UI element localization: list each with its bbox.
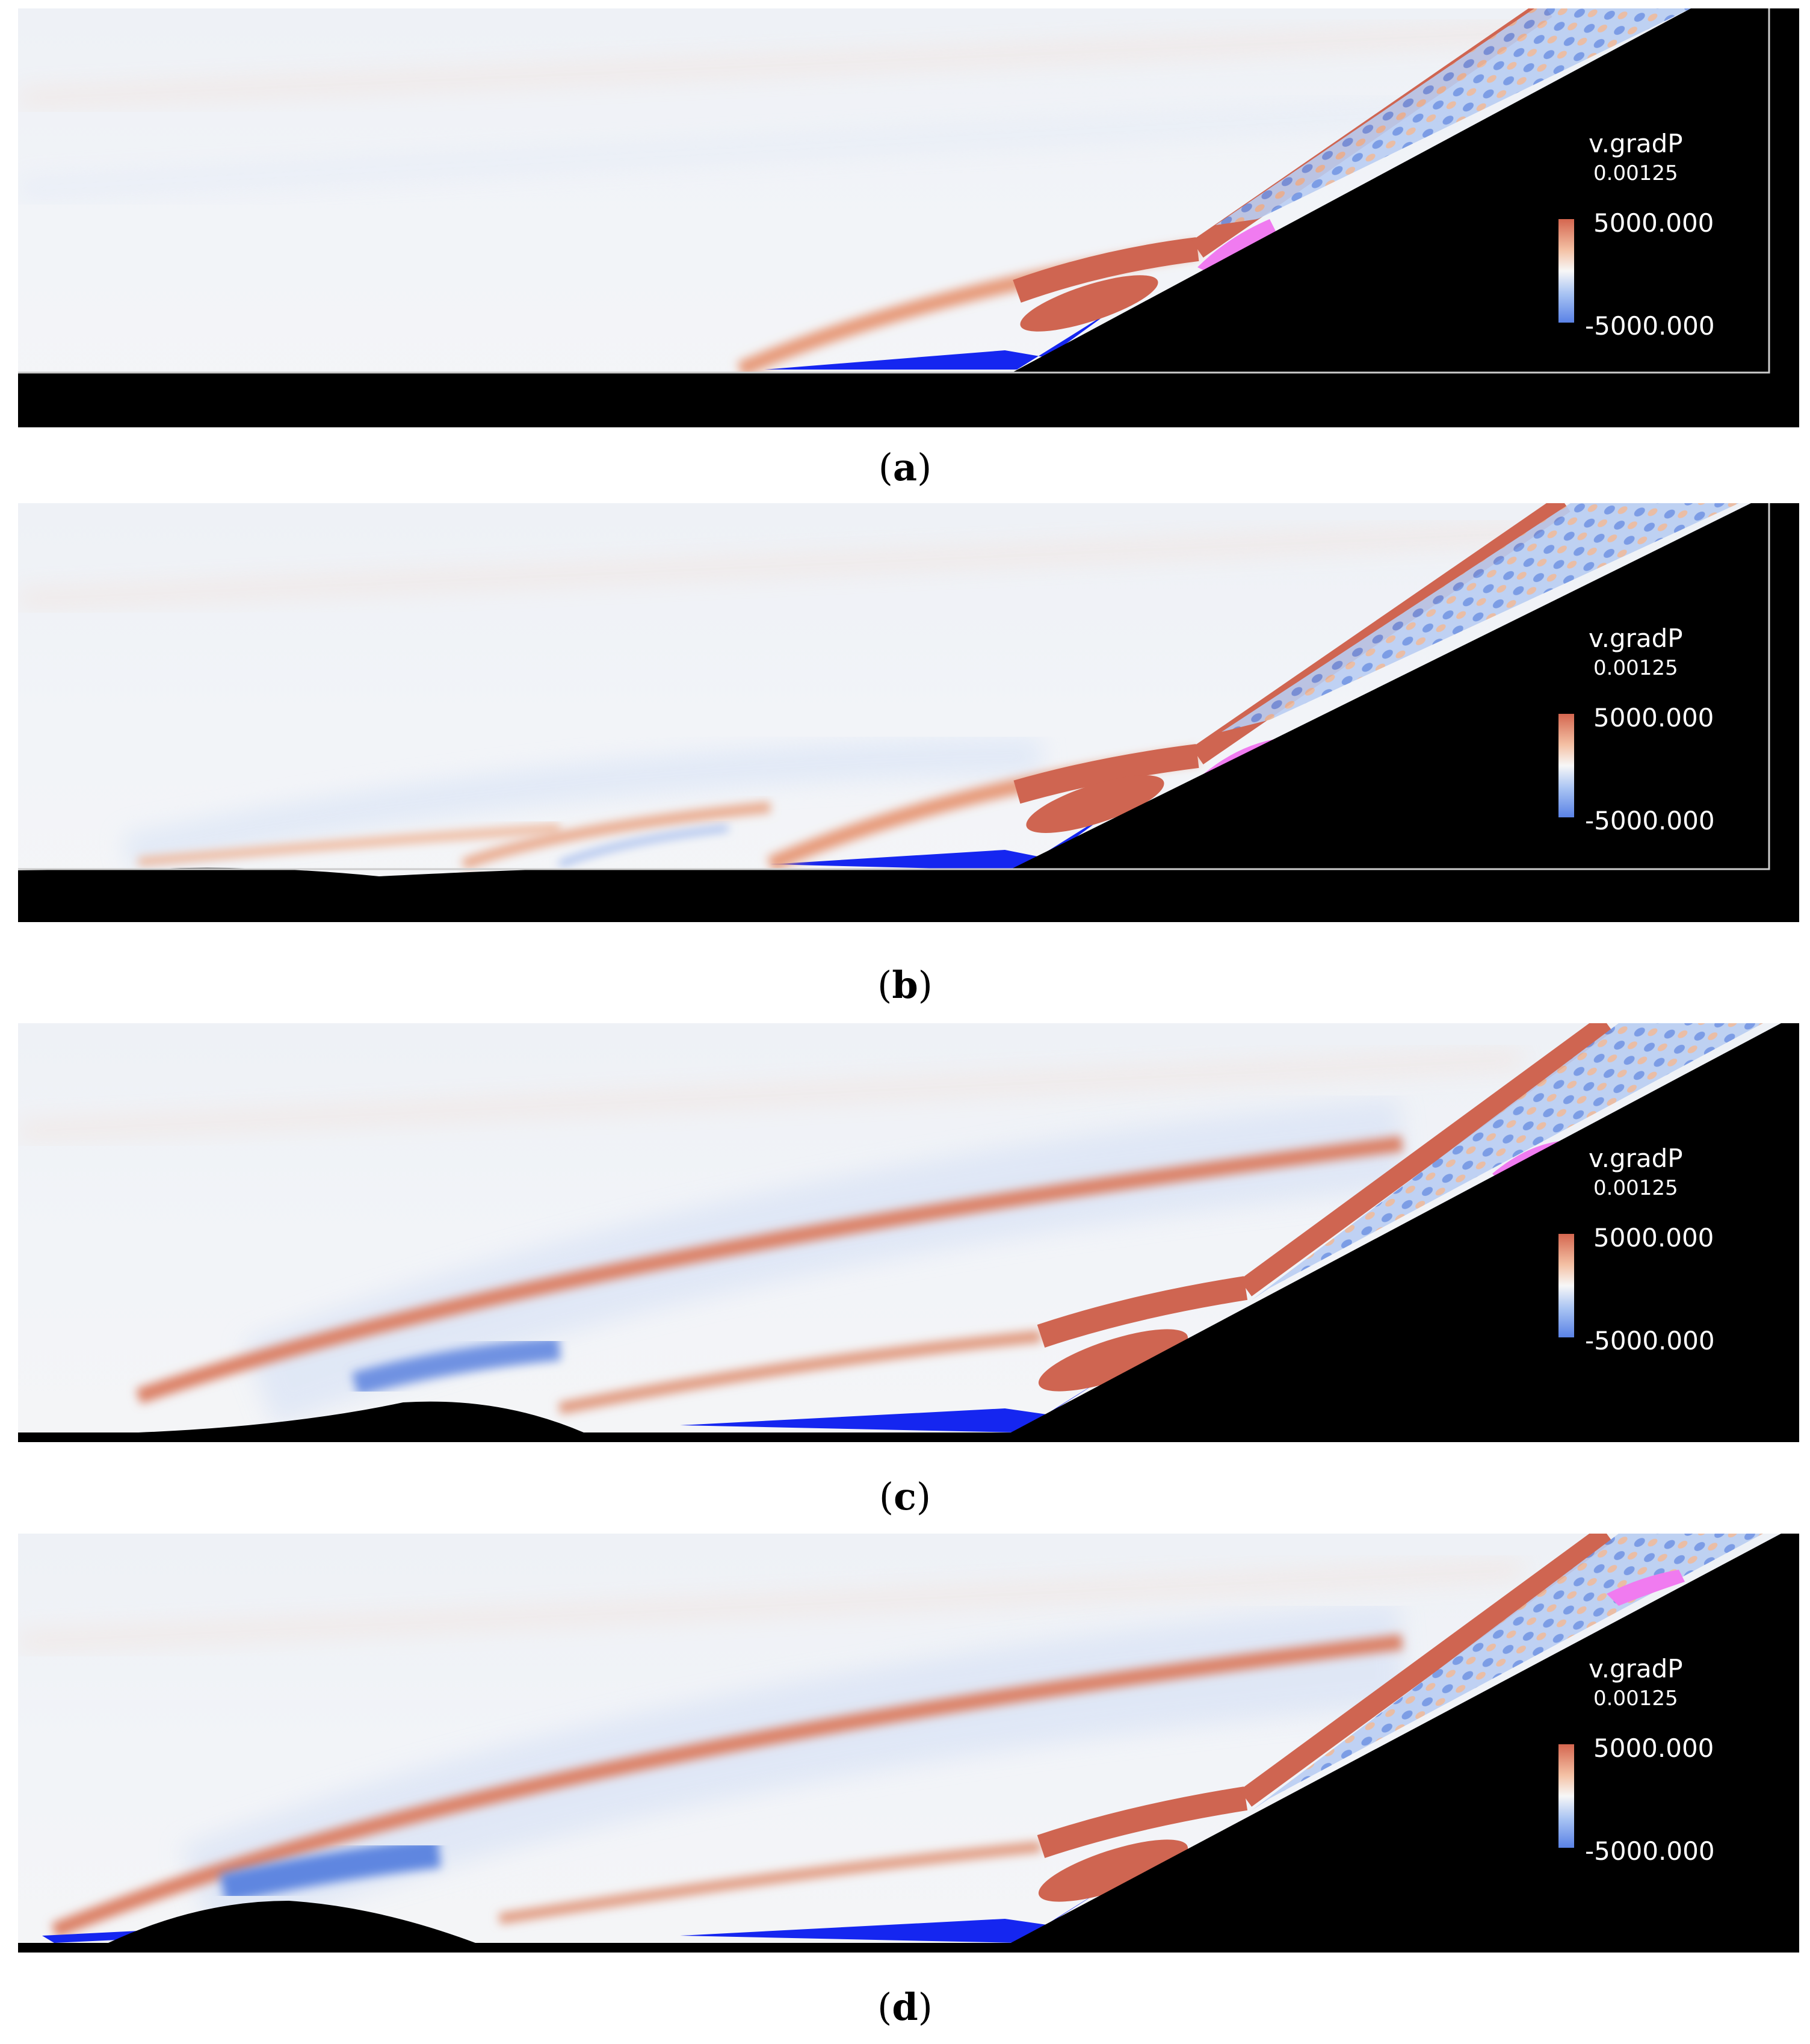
legend-variable: v.gradP xyxy=(1589,624,1683,653)
legend-time: 0.00125 xyxy=(1593,1176,1678,1200)
colorbar xyxy=(1558,1234,1574,1337)
wall-geometry xyxy=(18,8,1799,427)
legend-max: 5000.000 xyxy=(1593,703,1714,732)
panel-a: v.gradP 0.00125 5000.000 -5000.000 xyxy=(18,8,1799,427)
field-plot-c xyxy=(18,1023,1799,1442)
hotspot xyxy=(1197,219,1276,273)
legend-min: -5000.000 xyxy=(1585,1836,1715,1866)
panel-c: v.gradP 0.00125 5000.000 -5000.000 xyxy=(18,1023,1799,1442)
colorbar xyxy=(1558,714,1574,817)
ripple-region xyxy=(1215,8,1691,225)
wall-geometry xyxy=(18,1023,1799,1442)
legend-variable: v.gradP xyxy=(1589,1654,1683,1683)
field-plot-b xyxy=(18,503,1799,922)
wall-geometry xyxy=(18,503,1799,922)
legend-min: -5000.000 xyxy=(1585,311,1715,341)
negative-region xyxy=(680,1372,1113,1432)
wall-geometry xyxy=(18,1534,1799,1953)
colorbar xyxy=(1558,1744,1574,1848)
hotspot xyxy=(1607,1570,1685,1606)
caption-d: (d) xyxy=(877,1985,933,2029)
ripple-region xyxy=(1222,503,1739,732)
legend-time: 0.00125 xyxy=(1593,656,1678,680)
legend-c: v.gradP 0.00125 5000.000 -5000.000 xyxy=(1558,1144,1799,1360)
legend-b: v.gradP 0.00125 5000.000 -5000.000 xyxy=(1558,624,1799,840)
caption-b: (b) xyxy=(877,963,933,1007)
legend-time: 0.00125 xyxy=(1593,1686,1678,1711)
panel-d: v.gradP 0.00125 5000.000 -5000.000 xyxy=(18,1534,1799,1953)
panel-b: v.gradP 0.00125 5000.000 -5000.000 xyxy=(18,503,1799,922)
field-plot-a xyxy=(18,8,1799,427)
negative-region xyxy=(770,810,1113,870)
legend-time: 0.00125 xyxy=(1593,161,1678,185)
colorbar xyxy=(1558,219,1574,323)
legend-a: v.gradP 0.00125 5000.000 -5000.000 xyxy=(1558,129,1799,345)
caption-a: (a) xyxy=(878,445,932,489)
legend-max: 5000.000 xyxy=(1593,208,1714,238)
caption-c: (c) xyxy=(879,1475,931,1519)
legend-min: -5000.000 xyxy=(1585,1326,1715,1355)
legend-variable: v.gradP xyxy=(1589,1144,1683,1173)
legend-variable: v.gradP xyxy=(1589,129,1683,158)
negative-region xyxy=(764,309,1113,370)
field-plot-d xyxy=(18,1534,1799,1953)
legend-max: 5000.000 xyxy=(1593,1733,1714,1763)
negative-region xyxy=(680,1883,1113,1943)
legend-d: v.gradP 0.00125 5000.000 -5000.000 xyxy=(1558,1654,1799,1871)
legend-min: -5000.000 xyxy=(1585,806,1715,835)
legend-max: 5000.000 xyxy=(1593,1223,1714,1253)
